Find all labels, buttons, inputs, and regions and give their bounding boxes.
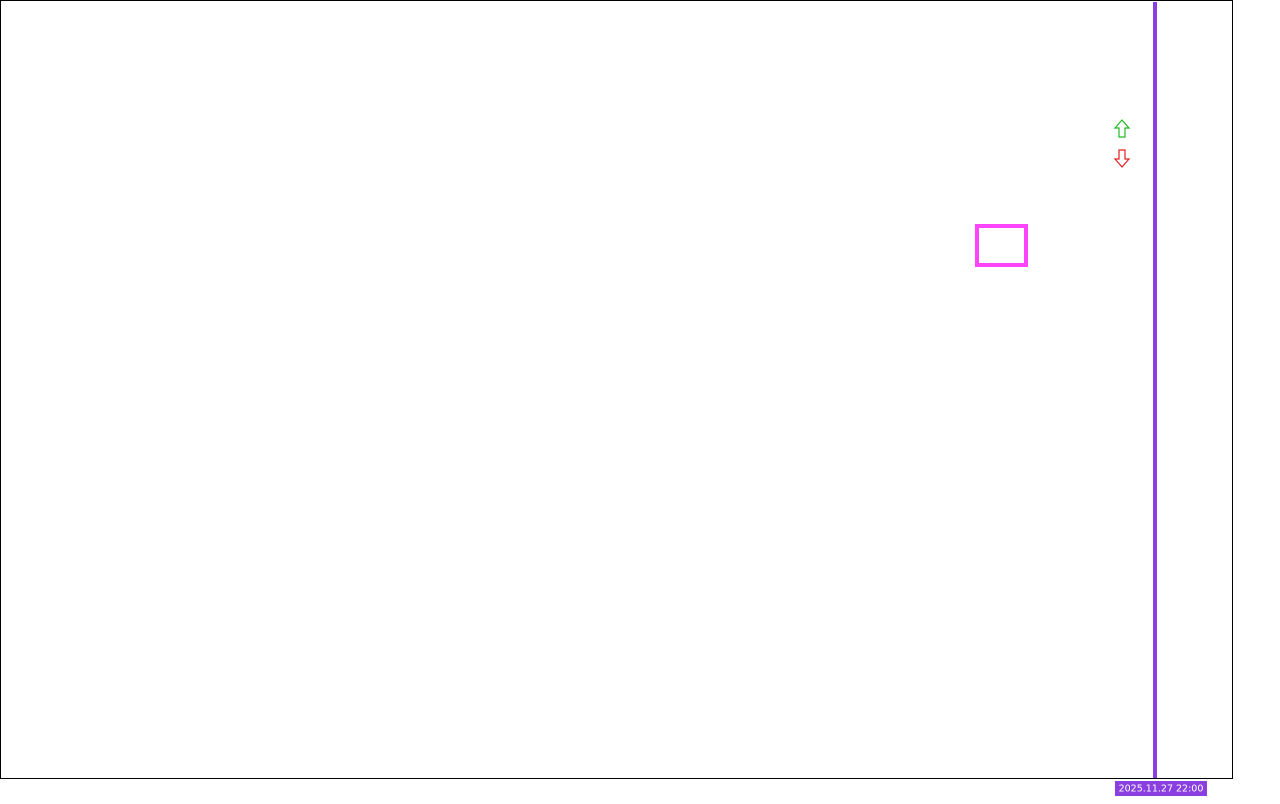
- up-arrow: [1113, 119, 1131, 138]
- highlight-box: [975, 224, 1028, 267]
- down-arrow: [1113, 149, 1131, 168]
- plot-frame: [0, 0, 1233, 779]
- time-cursor-label: 2025.11.27 22:00: [1119, 784, 1204, 795]
- time-cursor-box: [1115, 781, 1207, 796]
